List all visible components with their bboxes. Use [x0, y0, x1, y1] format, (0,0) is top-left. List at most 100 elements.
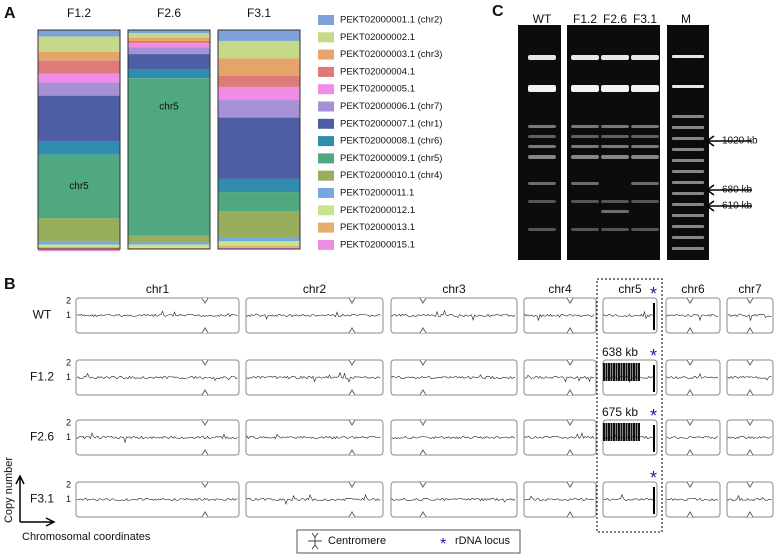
legend-swatch	[318, 136, 334, 147]
chromosome-label: chr2	[303, 282, 327, 296]
copy-number-trace	[727, 375, 772, 381]
centromere	[419, 481, 427, 518]
panel-label: C	[492, 3, 504, 20]
bar-label: F2.6	[157, 6, 181, 20]
bar-outline	[37, 29, 121, 250]
copy-number-trace	[727, 494, 772, 502]
gel-band	[528, 182, 556, 185]
bar-outline	[217, 29, 301, 250]
bar-segment	[218, 40, 300, 59]
lane-label: WT	[533, 12, 552, 26]
copy-number-trace	[76, 310, 238, 318]
copy-number-trace	[603, 310, 656, 320]
bar-segment	[218, 247, 300, 249]
legend-text: PEKT02000001.1 (chr2)	[340, 15, 442, 26]
bar-segment	[218, 58, 300, 76]
copy-number-trace	[76, 372, 238, 381]
copy-number-trace	[246, 433, 381, 440]
marker-label: 610 kb	[722, 201, 752, 212]
copy-number-trace	[391, 435, 516, 440]
gel-band	[528, 228, 556, 231]
gel-band	[571, 155, 599, 159]
marker-band	[672, 247, 704, 250]
segment-label: chr5	[69, 181, 89, 192]
legend-swatch	[318, 101, 334, 112]
bar-segment	[128, 69, 210, 79]
x-axis-label: Chromosomal coordinates	[22, 531, 151, 543]
chromosome-box	[75, 419, 240, 456]
legend-swatch	[318, 66, 334, 77]
legend-swatch	[318, 222, 334, 233]
centromere	[566, 297, 574, 334]
panel-label: B	[4, 276, 16, 293]
bar-segment	[38, 246, 120, 249]
gel-band	[571, 145, 599, 148]
gel-band	[631, 85, 659, 92]
gel-image	[667, 25, 709, 260]
marker-band	[672, 225, 704, 228]
gel-band	[601, 200, 629, 203]
centromere	[348, 297, 356, 334]
centromere	[419, 419, 427, 456]
gel-band	[528, 200, 556, 203]
bar-segment	[128, 235, 210, 243]
centromere	[746, 359, 754, 396]
arrow	[705, 135, 752, 147]
chromosome-box	[390, 297, 518, 334]
legend-text: PEKT02000012.1	[340, 205, 415, 216]
rdna-marker: *	[650, 468, 657, 488]
bar-segment	[128, 247, 210, 249]
gel-band	[528, 145, 556, 148]
gel-image	[567, 25, 660, 260]
chromosome-box	[390, 419, 518, 456]
copy-number-trace	[524, 495, 595, 502]
bar-segment	[128, 30, 210, 34]
gel-band	[601, 125, 629, 128]
legend-swatch	[318, 49, 334, 60]
gel-band	[571, 125, 599, 128]
gel-band	[601, 55, 629, 60]
centromere	[746, 481, 754, 518]
copy-number-trace	[524, 432, 595, 439]
arrow	[705, 200, 752, 212]
gel-band	[601, 145, 629, 148]
arrow	[705, 184, 752, 196]
gel-band	[631, 145, 659, 148]
gel-band	[571, 55, 599, 60]
gel-band	[528, 135, 556, 138]
centromere	[348, 359, 356, 396]
bar-segment	[218, 245, 300, 248]
chromosome-label: chr6	[681, 282, 705, 296]
gel-band	[631, 55, 659, 60]
rdna-marker: *	[650, 284, 657, 304]
tick-label: 2	[66, 357, 71, 367]
marker-band	[672, 236, 704, 239]
centromere	[201, 359, 209, 396]
chromosome-box	[245, 297, 384, 334]
centromere	[686, 359, 694, 396]
marker-label: 680 kb	[722, 185, 752, 196]
gel-band	[571, 200, 599, 203]
bar-segment	[38, 36, 120, 52]
bar-segment	[128, 242, 210, 245]
marker-band	[672, 159, 704, 162]
centromere	[686, 297, 694, 334]
bar-segment	[128, 54, 210, 70]
gel-band	[631, 125, 659, 128]
copy-number-trace	[391, 497, 516, 503]
gel-band	[631, 155, 659, 159]
chromosome-box	[523, 481, 597, 518]
legend-swatch	[318, 153, 334, 164]
chromosome-box	[602, 297, 658, 334]
chromosome-label: chr1	[146, 282, 170, 296]
tick-label: 1	[66, 372, 71, 382]
chromosome-box	[523, 297, 597, 334]
bar-segment	[218, 211, 300, 239]
centromere	[686, 419, 694, 456]
copy-number-trace	[603, 493, 656, 501]
bar-segment	[38, 218, 120, 242]
bar-segment	[128, 43, 210, 48]
chr5-highlight	[596, 278, 663, 533]
centromere	[348, 481, 356, 518]
